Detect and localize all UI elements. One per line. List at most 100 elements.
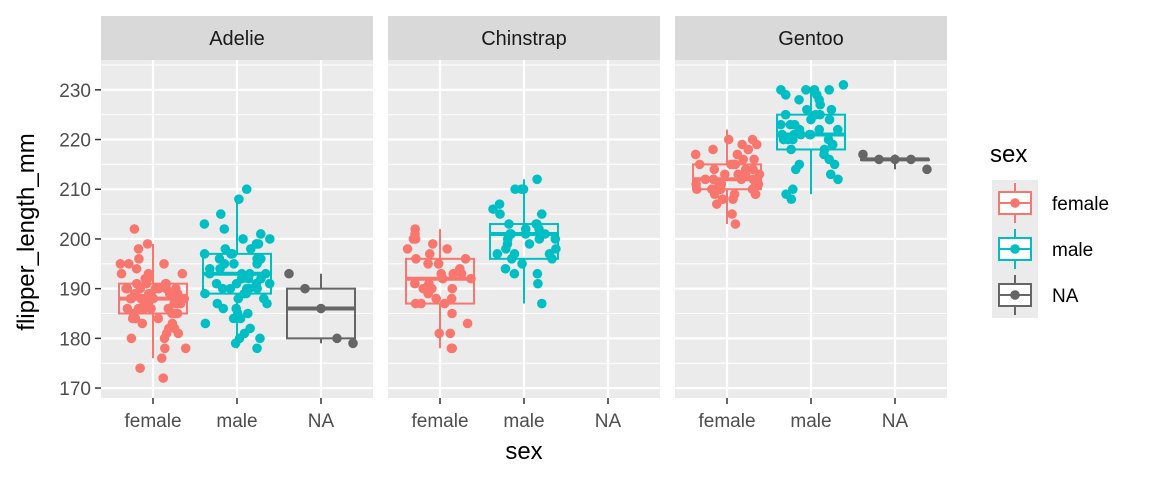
legend-label: NA <box>1052 286 1079 307</box>
data-point <box>823 134 834 145</box>
box-group-male <box>199 184 275 354</box>
data-point <box>780 109 791 120</box>
facet-gentoo: Gentoo female male NA <box>675 16 947 432</box>
data-point <box>134 254 144 264</box>
data-point <box>445 328 456 339</box>
data-point <box>446 293 457 304</box>
data-point <box>126 333 137 344</box>
data-point <box>332 333 342 344</box>
box-group-male <box>775 80 849 204</box>
data-point <box>826 104 837 115</box>
data-point <box>259 293 269 304</box>
legend-item-na: NA <box>992 272 1079 318</box>
data-point <box>730 219 741 229</box>
data-point <box>142 239 153 249</box>
data-point <box>219 224 230 234</box>
data-point <box>832 124 843 135</box>
data-point <box>169 298 179 309</box>
y-tick-label: 190 <box>59 280 91 301</box>
data-point <box>448 268 459 279</box>
data-point <box>447 308 457 319</box>
data-point <box>747 134 758 145</box>
data-point <box>906 154 916 165</box>
x-tick-label: male <box>503 411 544 432</box>
data-point <box>402 244 413 254</box>
data-point <box>825 169 836 180</box>
data-point <box>252 343 262 354</box>
data-point <box>170 308 181 319</box>
box-group-female <box>690 129 765 229</box>
data-point <box>802 104 812 115</box>
data-point <box>423 258 433 269</box>
data-point <box>220 244 231 254</box>
data-point <box>550 234 561 244</box>
data-point <box>700 174 711 185</box>
data-point <box>442 244 452 254</box>
data-point <box>707 184 717 195</box>
facet-strip <box>101 16 373 60</box>
data-point <box>424 278 434 289</box>
data-point <box>551 244 561 254</box>
data-point <box>874 154 884 165</box>
facet-strip <box>675 16 947 60</box>
data-point <box>462 318 473 329</box>
data-point <box>167 318 178 329</box>
data-point <box>776 85 786 95</box>
data-point <box>536 209 547 219</box>
data-point <box>255 333 265 344</box>
data-point <box>251 239 262 249</box>
data-point <box>690 149 701 160</box>
y-tick-label: 200 <box>59 230 91 251</box>
data-point <box>238 234 248 244</box>
data-point <box>123 258 134 269</box>
facet-strip <box>388 16 660 60</box>
data-point <box>788 184 798 195</box>
x-tick-label: female <box>411 411 468 432</box>
data-point <box>260 268 271 279</box>
data-point <box>434 328 445 339</box>
y-axis: 170 180 190 200 210 220 230 <box>59 81 101 400</box>
data-point <box>204 263 215 274</box>
data-point <box>733 169 743 180</box>
data-point <box>740 164 751 175</box>
data-point <box>161 278 171 289</box>
x-tick-label: NA <box>595 411 622 432</box>
data-point <box>824 85 834 95</box>
data-point <box>833 174 843 185</box>
data-point <box>533 278 543 289</box>
data-point <box>234 194 244 204</box>
legend-key-point <box>1010 290 1020 300</box>
data-point <box>709 164 720 175</box>
data-point <box>171 283 181 294</box>
data-point <box>265 234 275 244</box>
data-point <box>748 164 758 175</box>
data-point <box>231 303 242 314</box>
data-point <box>777 129 787 140</box>
data-point <box>537 298 547 309</box>
data-point <box>732 149 743 160</box>
y-tick-label: 180 <box>59 329 91 350</box>
data-point <box>199 249 210 259</box>
data-point <box>131 278 142 289</box>
data-point <box>524 239 535 249</box>
data-point <box>504 219 514 229</box>
data-point <box>135 363 145 373</box>
data-point <box>156 353 167 364</box>
data-point <box>727 209 737 219</box>
data-point <box>211 278 222 289</box>
data-point <box>143 288 154 299</box>
data-point <box>729 189 740 200</box>
data-point <box>410 224 420 234</box>
data-point <box>200 288 210 299</box>
data-point <box>819 144 830 155</box>
data-point <box>115 258 126 269</box>
legend-item-male: male <box>992 226 1093 272</box>
data-point <box>244 268 255 279</box>
data-point <box>427 239 438 249</box>
data-point <box>143 268 154 279</box>
data-point <box>809 85 820 95</box>
legend-key-point <box>1010 198 1020 208</box>
data-point <box>411 254 421 264</box>
data-point <box>424 249 435 259</box>
data-point <box>805 129 816 140</box>
